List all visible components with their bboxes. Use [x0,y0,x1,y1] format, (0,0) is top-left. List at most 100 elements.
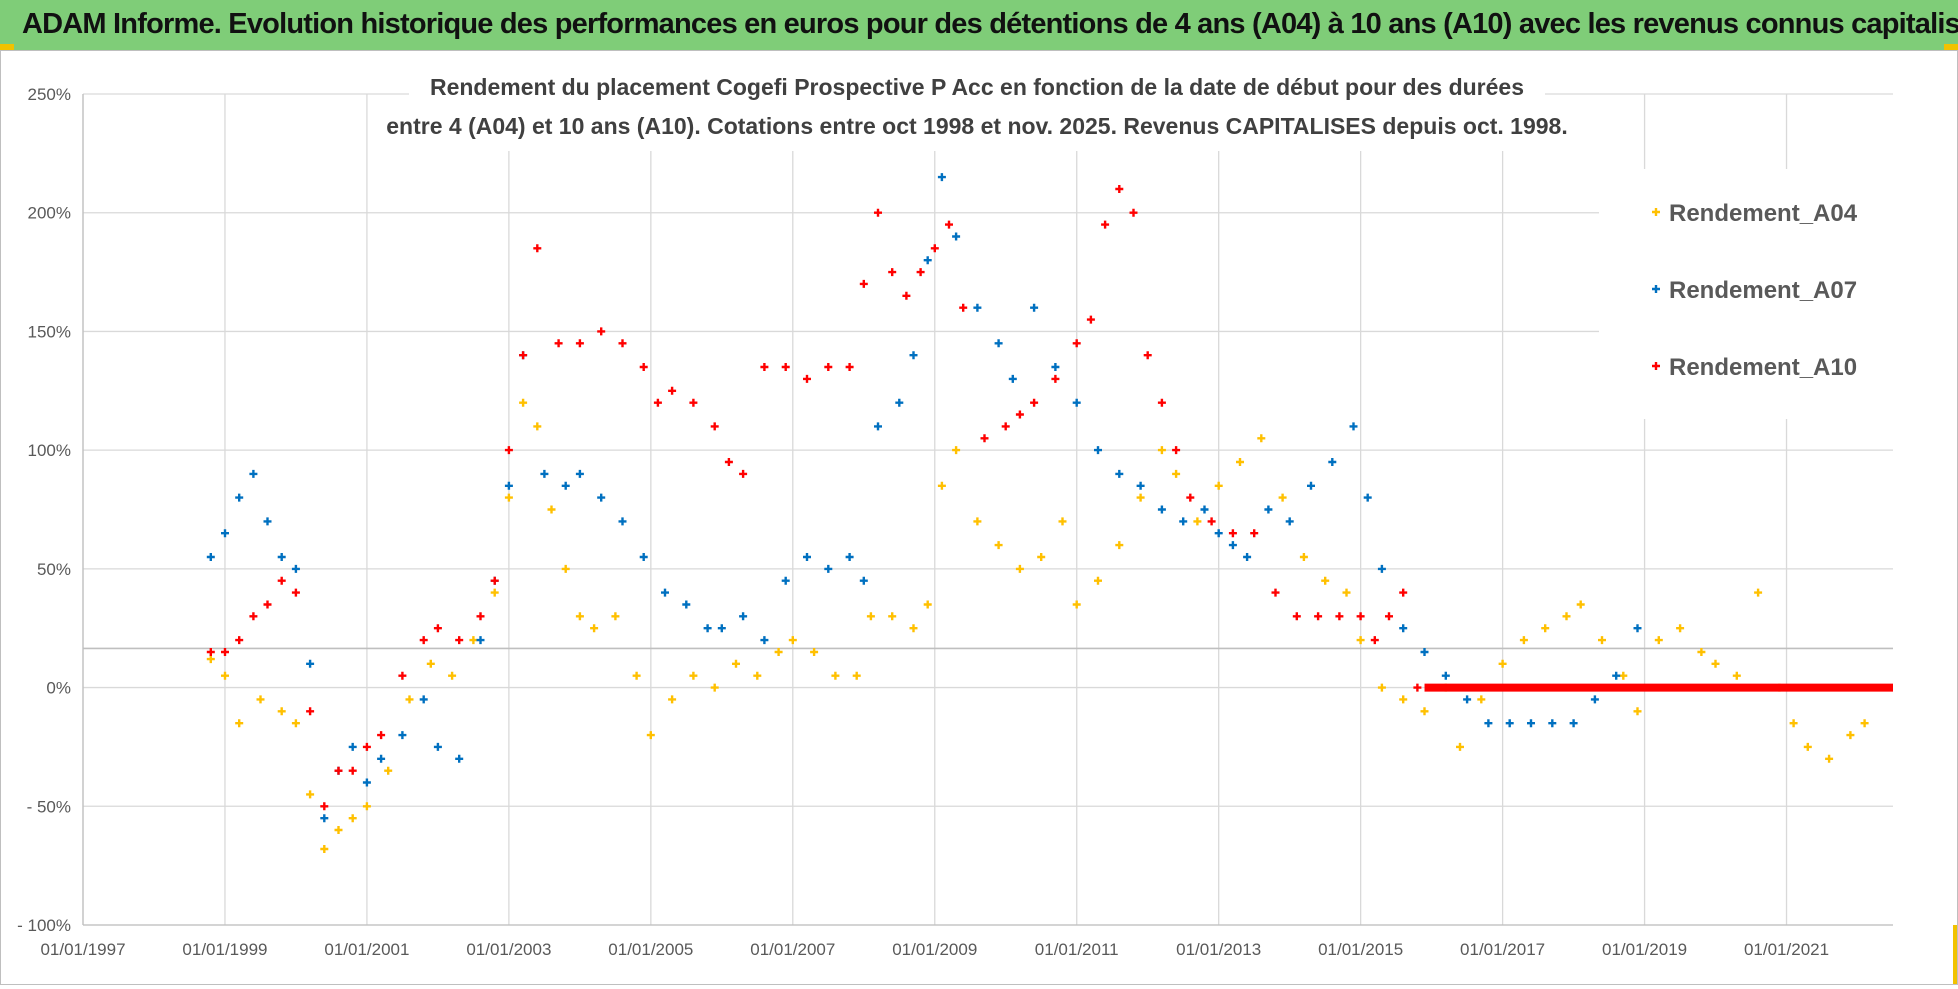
legend-item-a07: Rendement_A07 [1650,277,1857,304]
point-a04 [361,801,373,812]
point-a07 [397,729,408,741]
point-a04 [1135,492,1146,503]
point-a10 [759,361,770,373]
point-a07 [1504,718,1515,729]
point-a04 [922,599,933,610]
point-a04 [1277,492,1288,503]
point-a07 [418,694,429,705]
x-tick-label: 01/01/2005 [608,940,693,959]
series-a04 [205,397,1870,855]
point-a10 [858,278,869,290]
point-a10 [872,207,884,218]
point-a04 [255,694,266,705]
point-a10 [1071,338,1082,349]
point-a07 [560,480,571,491]
point-a10 [638,361,649,373]
legend-label-a07: Rendement_A07 [1669,277,1857,304]
point-a04 [1355,634,1366,646]
point-a04 [1518,634,1530,646]
point-a04 [666,694,678,705]
point-a04 [1298,551,1310,563]
point-a07 [432,741,444,753]
legend-item-a10: Rendement_A10 [1650,354,1857,381]
point-a10 [517,350,529,361]
point-a10 [1334,611,1345,622]
point-a10 [723,456,735,468]
point-a07 [1362,492,1373,503]
point-a04 [887,611,898,622]
point-a04 [574,611,586,622]
point-a10 [276,575,287,586]
point-a10 [666,385,678,396]
point-a04 [993,539,1004,551]
point-a04 [972,516,983,527]
point-a10 [1114,183,1125,195]
point-a10 [1085,314,1097,325]
x-tick-label: 01/01/1997 [40,940,125,959]
x-tick-label: 01/01/2013 [1176,940,1261,959]
point-a10 [1170,444,1182,456]
point-a04 [1397,694,1409,705]
point-a07 [1227,539,1239,551]
point-a07 [361,777,373,788]
point-a04 [950,444,962,456]
point-a04 [290,718,302,729]
point-a04 [1341,587,1352,598]
point-a04 [1561,611,1572,622]
point-a07 [702,623,713,634]
point-a07 [872,421,884,432]
point-a07 [375,753,387,764]
point-a10 [347,765,358,776]
point-a07 [1610,670,1622,681]
point-a04 [546,504,557,515]
point-a10 [688,397,699,408]
point-a04 [1454,741,1466,753]
point-a10 [1227,528,1239,539]
point-a07 [1440,670,1452,681]
chart-title-line-2: entre 4 (A04) et 10 ans (A10). Cotations… [386,113,1567,139]
point-a04 [773,646,784,658]
legend-label-a10: Rendement_A10 [1669,354,1857,381]
x-tick-label: 01/01/2011 [1035,940,1119,959]
point-a10 [503,444,515,456]
point-a10 [574,338,586,349]
point-a10 [205,646,217,658]
chart-title-line-1: Rendement du placement Cogefi Prospectiv… [430,74,1524,100]
point-a07 [1419,646,1430,658]
x-tick-label: 01/01/2015 [1318,940,1403,959]
point-a07 [574,468,586,480]
point-a10 [617,338,628,349]
y-tick-label: 50% [37,560,71,579]
point-a04 [730,658,742,669]
point-a04 [1802,741,1814,753]
point-a07 [1263,504,1274,515]
point-a10 [1312,611,1324,622]
point-a04 [1014,563,1026,575]
point-a10 [979,433,990,444]
point-a04 [865,611,877,622]
series-a07 [205,171,1643,824]
point-a07 [1632,623,1643,634]
point-a04 [205,653,217,665]
point-a10 [553,338,564,349]
point-a04 [752,670,763,681]
point-a10 [844,361,855,373]
chart-frame: - 100% - 50% 0% 50% 100% 150% 200% 250% 01/01/19… [0,50,1958,985]
x-tick-label: 01/01/2007 [750,940,835,959]
point-a07 [248,468,259,480]
legend-item-a04: Rendement_A04 [1650,200,1858,227]
point-a07 [1028,302,1040,313]
point-a07 [894,397,905,408]
point-a04 [560,563,571,575]
point-a04 [347,813,358,824]
point-a10 [1014,409,1026,420]
point-a10 [1050,373,1061,385]
x-tick-label: 01/01/2021 [1744,940,1829,959]
y-tick-label: 200% [28,204,71,223]
legend-label-a04: Rendement_A04 [1669,200,1858,227]
point-a07 [737,611,749,622]
point-a04 [532,421,543,432]
point-a04 [1376,682,1388,693]
point-a07 [1092,444,1104,456]
point-a04 [1696,646,1707,658]
